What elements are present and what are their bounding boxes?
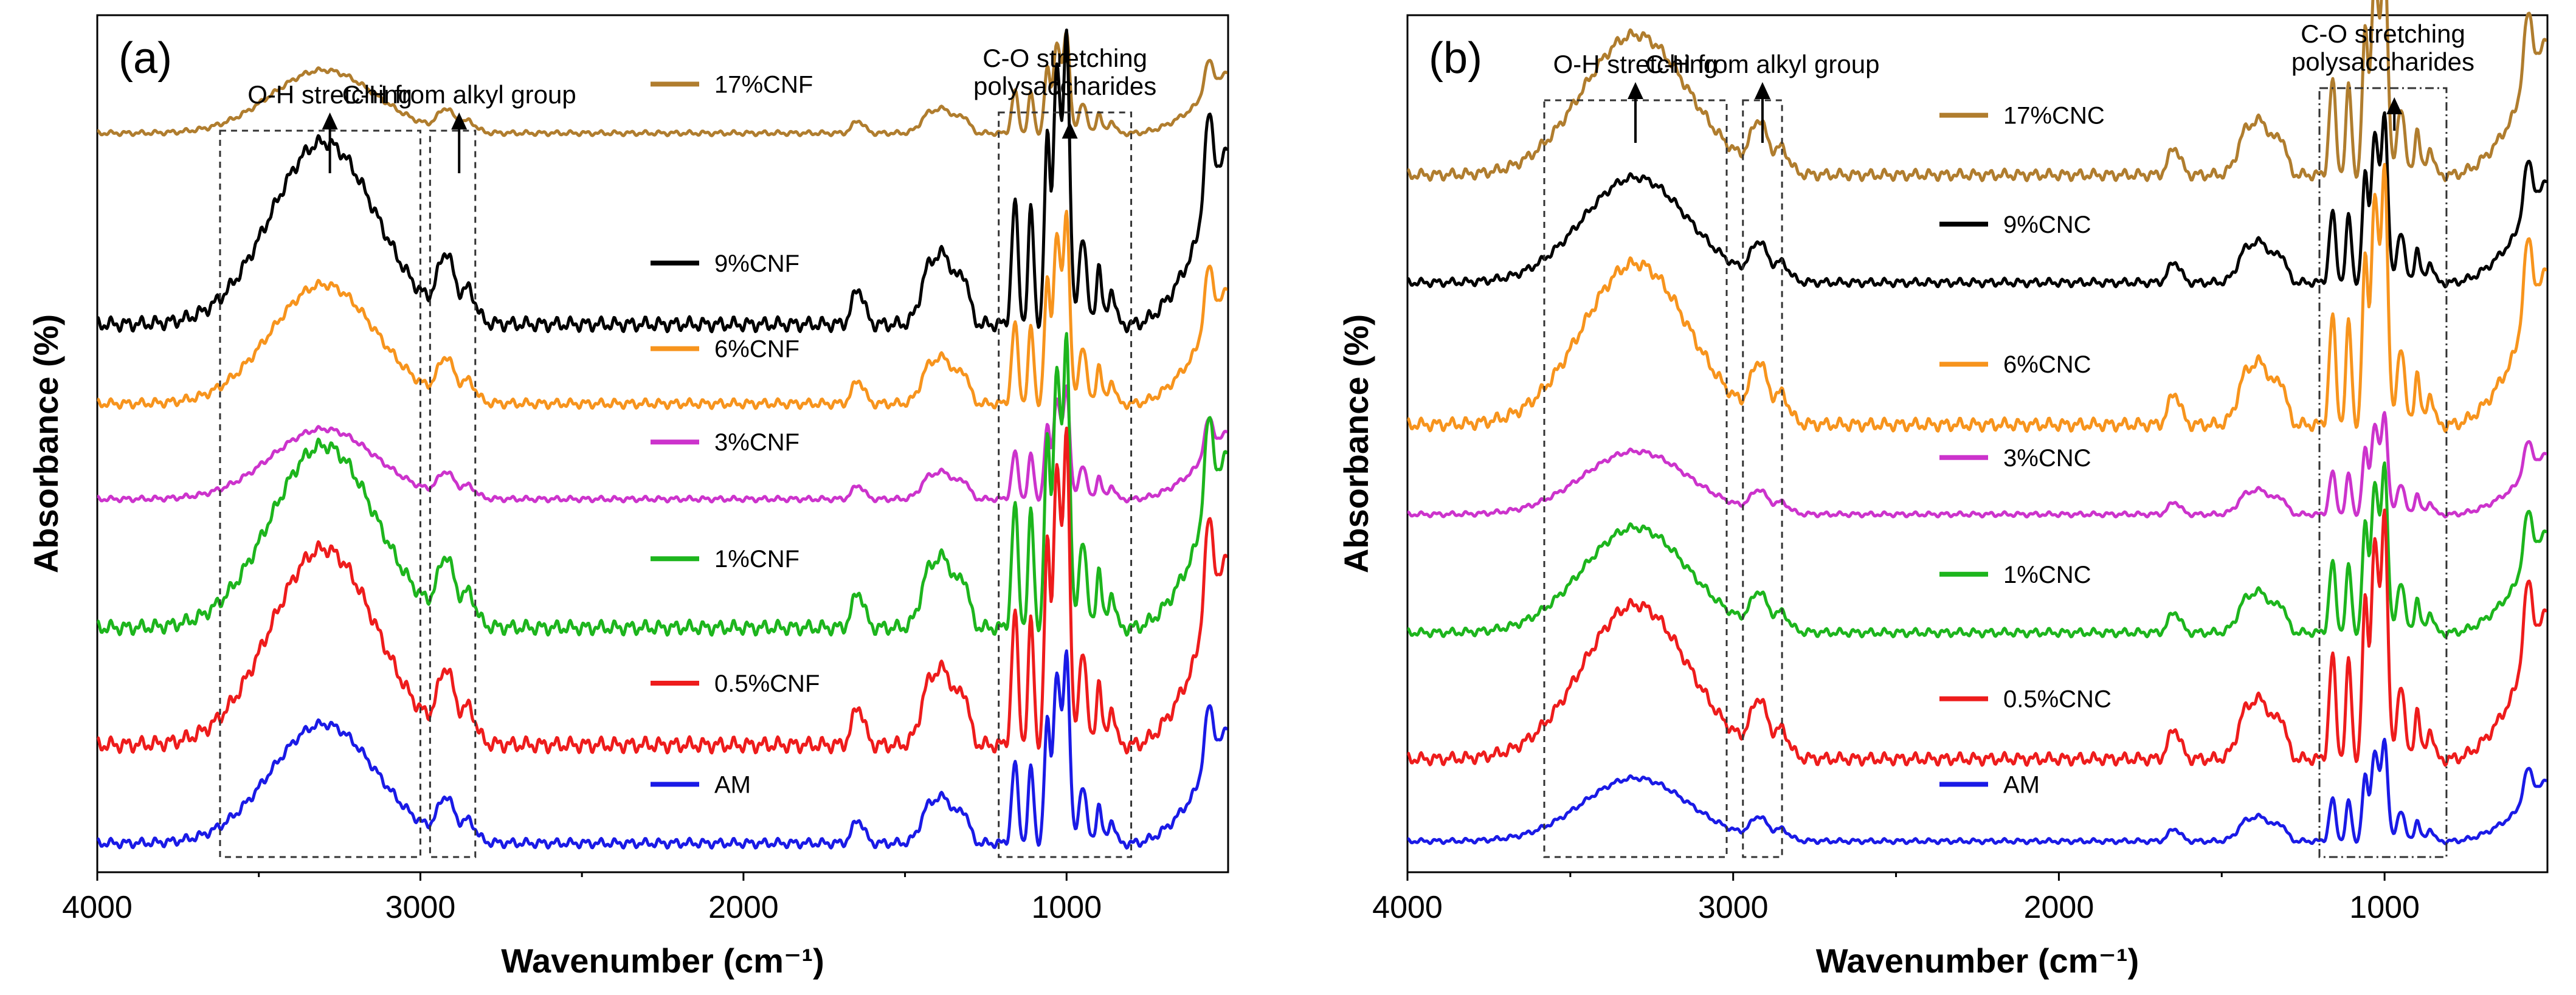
panel-a: 4000 3000 2000 1000 Wavenumber (cm⁻¹) Absorba… (0, 0, 1246, 995)
x-tick-label: 2000 (2024, 890, 2094, 925)
legend-label: 17%CNF (714, 71, 813, 98)
series-line-6 (97, 649, 1228, 850)
x-axis-title: Wavenumber (cm⁻¹) (1816, 942, 2139, 980)
panel-b: 4000 3000 2000 1000 Wavenumber (cm⁻¹) Absorba… (1331, 0, 2576, 995)
series-line-1 (97, 29, 1228, 334)
ftir-chart-b: 4000 3000 2000 1000 Wavenumber (cm⁻¹) Absorba… (1337, 0, 2549, 980)
series-line-4 (97, 332, 1228, 637)
annotation-label: C-H from alkyl group (342, 80, 576, 109)
x-tick-label: 1000 (2349, 890, 2420, 925)
legend-label: 9%CNC (2003, 212, 2091, 238)
legend-label: AM (2003, 771, 2040, 798)
legend-label: 3%CNF (714, 429, 799, 456)
arrow-head-icon (1754, 82, 1770, 99)
region-box (1543, 99, 1728, 858)
series-line-3 (97, 384, 1228, 504)
x-tick-label: 1000 (1031, 890, 1102, 925)
panel-label: (b) (1429, 34, 1482, 83)
y-axis-title: Absorbance (%) (1337, 314, 1375, 573)
y-axis-title: Absorbance (%) (27, 314, 65, 573)
region-box (219, 129, 421, 858)
series-line-2 (1407, 163, 2547, 433)
series-line-1 (1407, 111, 2547, 289)
legend-label: 9%CNF (714, 250, 799, 277)
region-box (998, 111, 1133, 858)
annotation-label: polysaccharides (973, 72, 1156, 100)
series-line-6 (1407, 737, 2547, 845)
annotation-label: C-O stretching (982, 44, 1147, 72)
x-tick-label: 3000 (385, 890, 456, 925)
arrow-head-icon (322, 112, 338, 129)
legend-label: 17%CNC (2003, 103, 2105, 129)
ftir-chart-a: 4000 3000 2000 1000 Wavenumber (cm⁻¹) Absorba… (27, 14, 1229, 980)
series-line-4 (1407, 461, 2547, 639)
region-box (429, 129, 477, 858)
annotation-label: O-H stretching (1553, 50, 1718, 78)
legend-label: 1%CNC (2003, 562, 2091, 588)
x-axis-title: Wavenumber (cm⁻¹) (501, 942, 824, 980)
plot-frame (96, 14, 1229, 873)
series-line-0 (1407, 0, 2547, 182)
region-box (2318, 87, 2448, 858)
annotation-label: O-H stretching (247, 80, 412, 109)
series-line-0 (97, 30, 1228, 137)
x-tick-label: 4000 (62, 890, 133, 925)
region-box (1742, 99, 1783, 858)
series-line-5 (97, 426, 1228, 755)
plot-frame (1406, 14, 2549, 873)
annotation-label: C-H from alkyl group (1645, 50, 1879, 78)
annotation-label: C-O stretching (2301, 19, 2465, 48)
legend-label: 6%CNF (714, 336, 799, 363)
panel-label: (a) (119, 34, 172, 83)
arrow-head-icon (1062, 122, 1078, 139)
arrow-head-icon (1628, 82, 1643, 99)
legend-label: 3%CNC (2003, 445, 2091, 472)
series-line-2 (97, 210, 1228, 410)
x-tick-label: 2000 (708, 890, 779, 925)
legend-label: 6%CNC (2003, 351, 2091, 378)
series-line-3 (1407, 411, 2547, 518)
legend-label: 0.5%CNC (2003, 686, 2112, 713)
arrow-head-icon (2386, 97, 2403, 114)
arrow-head-icon (451, 112, 468, 129)
annotation-label: polysaccharides (2291, 47, 2474, 76)
legend-label: 0.5%CNF (714, 670, 820, 697)
series-line-5 (1407, 508, 2547, 767)
legend-label: AM (714, 771, 751, 798)
x-tick-label: 3000 (1698, 890, 1769, 925)
legend-label: 1%CNF (714, 546, 799, 573)
x-tick-label: 4000 (1372, 890, 1443, 925)
